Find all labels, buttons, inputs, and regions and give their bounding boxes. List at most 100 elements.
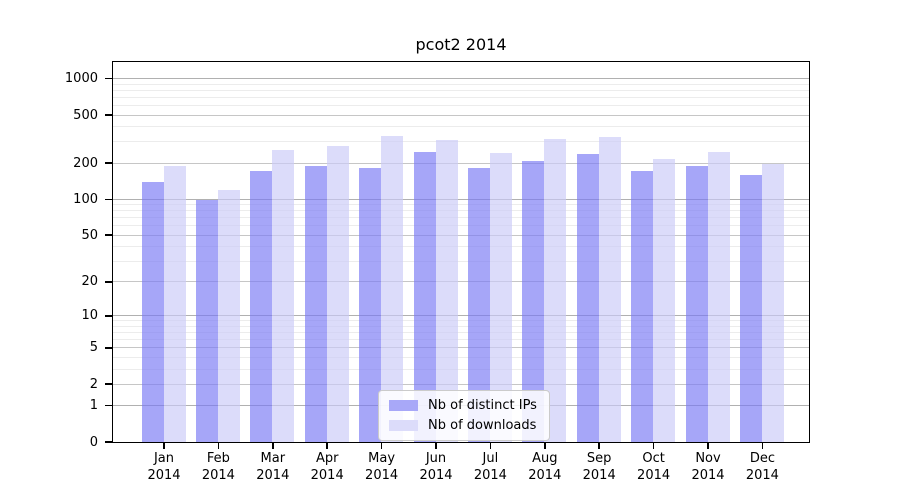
gridline-minor — [113, 320, 809, 322]
y-tick-label-1000: 1000 — [64, 71, 98, 87]
x-tick-year: 2014 — [201, 468, 235, 483]
y-tick-mark-20 — [105, 281, 112, 283]
bar-downloads-feb — [217, 190, 240, 442]
bar-distinct-ips-dec — [739, 175, 762, 442]
x-tick-year: 2014 — [147, 468, 181, 483]
x-tick-label-sep: Sep 2014 — [559, 450, 639, 484]
bar-downloads-nov — [707, 151, 730, 442]
gridline-minor — [113, 260, 809, 262]
gridline-2 — [113, 383, 809, 385]
bar-distinct-ips-mar — [250, 170, 273, 442]
gridline-minor — [113, 83, 809, 85]
x-tick-mark-may — [380, 443, 383, 449]
bar-distinct-ips-apr — [304, 166, 327, 442]
gridline-1000 — [113, 78, 809, 80]
y-tick-mark-1 — [105, 404, 112, 407]
y-tick-mark-10 — [105, 315, 112, 317]
bar-downloads-jan — [163, 166, 186, 442]
x-tick-year: 2014 — [365, 468, 399, 483]
bar-downloads-oct — [653, 158, 676, 442]
x-tick-month: Jan — [153, 451, 175, 466]
gridline-minor — [113, 332, 809, 334]
x-tick-mark-jul — [489, 443, 492, 449]
bar-downloads-mar — [272, 149, 295, 442]
gridline-500 — [113, 114, 809, 116]
x-tick-mark-sep — [598, 443, 600, 449]
x-tick-label-nov: Nov 2014 — [668, 450, 748, 484]
bar-distinct-ips-jan — [141, 182, 164, 442]
x-tick-mark-jan — [163, 443, 165, 449]
bar-downloads-jun — [435, 139, 458, 442]
y-tick-label-200: 200 — [73, 155, 98, 171]
x-tick-label-may: May 2014 — [342, 450, 422, 484]
legend-label-distinct-ips: Nb of distinct IPs — [428, 398, 537, 413]
x-tick-label-oct: Oct 2014 — [614, 450, 694, 484]
y-tick-label-50: 50 — [81, 227, 98, 243]
bar-distinct-ips-may — [359, 167, 382, 442]
x-tick-month: Apr — [315, 451, 339, 466]
x-tick-label-mar: Mar 2014 — [233, 450, 313, 484]
x-tick-year: 2014 — [310, 468, 344, 483]
gridline-minor — [113, 126, 809, 128]
y-tick-mark-200 — [105, 162, 112, 164]
x-tick-month: Sep — [586, 451, 612, 466]
x-tick-year: 2014 — [582, 468, 616, 483]
gridline-minor — [113, 141, 809, 143]
x-tick-month: Feb — [206, 451, 230, 466]
x-tick-mark-mar — [272, 443, 274, 449]
x-tick-month: Aug — [532, 451, 558, 466]
gridline-5 — [113, 347, 809, 349]
gridline-minor — [113, 356, 809, 358]
x-tick-month: Mar — [260, 451, 286, 466]
gridline-minor — [113, 368, 809, 370]
bar-distinct-ips-feb — [195, 199, 218, 442]
legend-item-downloads: Nb of downloads — [389, 418, 537, 433]
gridline-50 — [113, 234, 809, 236]
gridline-minor — [113, 96, 809, 98]
gridline-minor — [113, 339, 809, 341]
bar-downloads-dec — [761, 163, 784, 442]
gridline-100 — [113, 198, 809, 200]
y-tick-mark-50 — [105, 234, 112, 236]
y-tick-label-0: 0 — [89, 434, 98, 450]
legend-label-downloads: Nb of downloads — [428, 418, 537, 433]
x-tick-label-jan: Jan 2014 — [124, 450, 204, 484]
gridline-minor — [113, 325, 809, 327]
y-tick-mark-0 — [105, 441, 112, 443]
x-tick-mark-jun — [435, 443, 437, 449]
y-tick-label-100: 100 — [73, 191, 98, 207]
y-tick-label-5: 5 — [89, 340, 98, 356]
legend-swatch-distinct-ips — [389, 400, 418, 411]
y-tick-mark-5 — [105, 347, 112, 349]
chart-title: pcot2 2014 — [415, 35, 507, 54]
x-tick-month: May — [368, 451, 396, 466]
x-tick-label-jul: Jul 2014 — [450, 450, 530, 484]
bar-distinct-ips-aug — [522, 161, 545, 442]
bar-distinct-ips-jul — [467, 167, 490, 442]
x-tick-mark-feb — [217, 443, 220, 449]
bar-downloads-apr — [326, 145, 349, 442]
x-tick-month: Jul — [482, 451, 499, 466]
x-tick-year: 2014 — [691, 468, 725, 483]
bar-downloads-aug — [544, 138, 567, 442]
y-tick-label-10: 10 — [81, 308, 98, 324]
x-tick-label-aug: Aug 2014 — [505, 450, 585, 484]
x-tick-year: 2014 — [528, 468, 562, 483]
gridline-minor — [113, 246, 809, 248]
bar-downloads-sep — [598, 137, 621, 442]
legend-swatch-downloads — [389, 420, 418, 431]
x-tick-month: Nov — [695, 451, 721, 466]
x-tick-mark-aug — [544, 443, 546, 449]
x-tick-year: 2014 — [473, 468, 507, 483]
x-tick-month: Jun — [425, 451, 447, 466]
y-tick-mark-500 — [105, 114, 112, 116]
x-tick-mark-dec — [761, 443, 764, 449]
gridline-10 — [113, 315, 809, 317]
gridline-20 — [113, 281, 809, 283]
bar-distinct-ips-sep — [576, 154, 599, 442]
legend: Nb of distinct IPs Nb of downloads — [378, 390, 550, 441]
y-tick-label-2: 2 — [89, 376, 98, 392]
bar-downloads-jul — [489, 152, 512, 442]
x-tick-year: 2014 — [637, 468, 671, 483]
